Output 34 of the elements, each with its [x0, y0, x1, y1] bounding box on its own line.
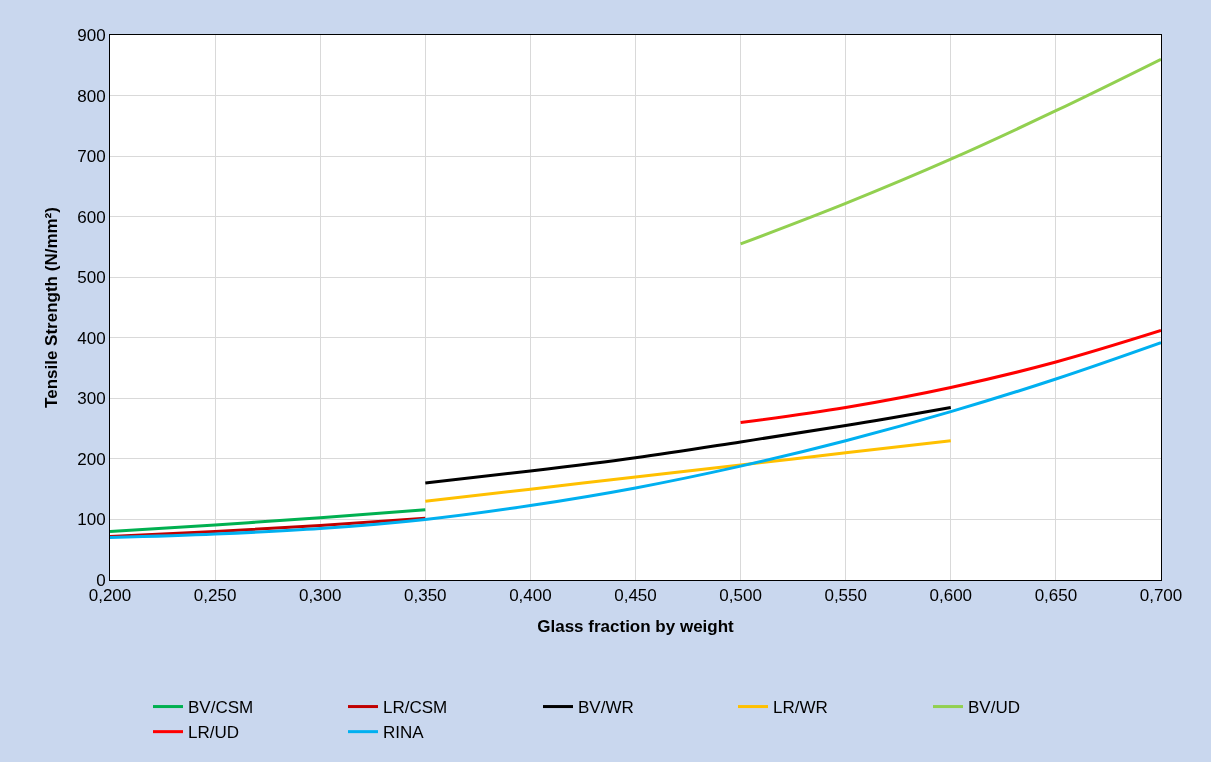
legend-label: BV/UD: [968, 698, 1020, 718]
x-tick-label: 0,350: [404, 586, 447, 606]
y-tick-label: 200: [77, 449, 106, 469]
x-tick-label: 0,250: [193, 586, 237, 606]
legend-label: LR/CSM: [383, 698, 448, 718]
line-series: [110, 341, 1161, 540]
x-tick-label: 0,600: [929, 586, 973, 606]
y-tick-label: 700: [77, 147, 106, 167]
y-axis-title: Tensile Strength (N/mm²): [41, 207, 61, 408]
legend-label: BV/WR: [578, 698, 634, 718]
y-tick-label: 600: [77, 207, 106, 227]
x-tick-label: 0,550: [824, 586, 867, 606]
legend-label: RINA: [383, 723, 425, 743]
line-series: [739, 57, 1161, 246]
line-series: [739, 329, 1161, 425]
line-series: [423, 439, 953, 503]
x-axis-title: Glass fraction by weight: [537, 616, 735, 636]
x-tick-label: 0,400: [509, 586, 552, 606]
legend-label: LR/UD: [188, 723, 240, 743]
line-series: [110, 508, 427, 534]
y-tick-label: 300: [77, 389, 106, 409]
x-tick-label: 0,650: [1034, 586, 1078, 606]
y-tick-label: 900: [77, 25, 106, 45]
y-tick-label: 800: [77, 86, 106, 106]
x-tick-label: 0,450: [614, 586, 657, 606]
legend-label: BV/CSM: [188, 698, 254, 718]
x-tick-label: 0,500: [719, 586, 762, 606]
x-tick-label: 0,700: [1139, 586, 1183, 606]
y-tick-label: 500: [77, 268, 106, 288]
y-tick-label: 100: [77, 510, 106, 530]
x-tick-label: 0,300: [298, 586, 342, 606]
legend-label: LR/WR: [773, 698, 828, 718]
y-tick-label: 400: [77, 328, 106, 348]
line-series: [423, 405, 953, 485]
